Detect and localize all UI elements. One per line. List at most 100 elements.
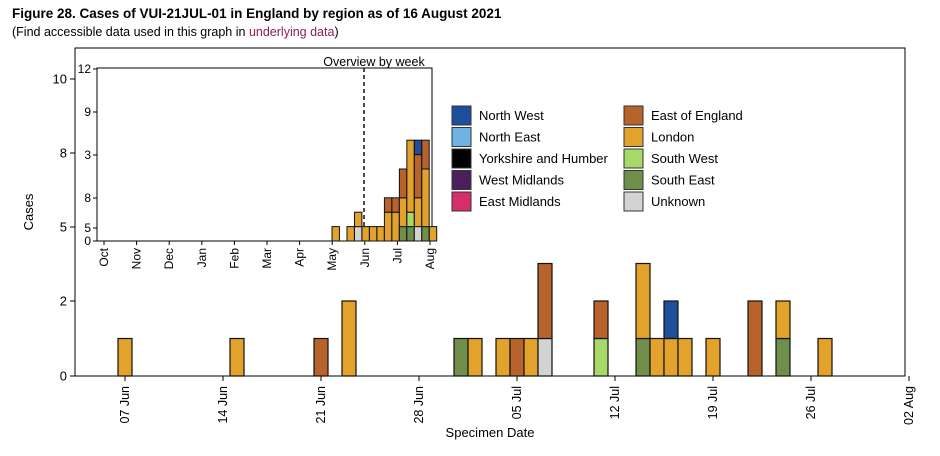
inset-bar-segment-london (406, 139, 415, 213)
bar-segment-london (495, 337, 511, 377)
bar-segment-london (663, 337, 679, 377)
y-tick-label: 0 (60, 369, 67, 384)
y-tick-label: 8 (60, 146, 67, 161)
bar-segment-london (775, 300, 791, 340)
bar-segment-east-of-england (593, 300, 609, 340)
inset-x-tick-label: Aug (423, 248, 437, 269)
legend-label-north-east: North East (479, 130, 541, 145)
x-tick-label: 28 Jun (412, 386, 426, 424)
x-tick-label: 26 Jul (804, 386, 818, 419)
bar-segment-east-of-england (509, 337, 525, 377)
inset-bar-segment-london (428, 226, 438, 242)
legend-swatch-north-west (451, 105, 472, 126)
inset-y-tick-label: 12 (78, 62, 92, 76)
legend-label-north-west: North West (479, 108, 544, 123)
legend-label-east-of-england: East of England (651, 108, 743, 123)
bar-segment-south-west (593, 337, 609, 377)
inset-bar-segment-south-west (406, 211, 415, 228)
bar-segment-east-of-england (537, 262, 553, 340)
bar-segment-south-east (775, 337, 791, 377)
inset-title: Overview by week (323, 55, 425, 69)
inset-bar-segment-london (346, 226, 355, 242)
legend-swatch-north-east (451, 127, 472, 147)
inset-bar-segment-london (391, 211, 400, 242)
legend-swatch-south-west (623, 148, 644, 169)
legend-swatch-unknown (623, 191, 644, 212)
subtitle-suffix: ) (334, 25, 339, 39)
legend: North West North East Yorkshire and Humber… (451, 105, 743, 212)
inset-y-tick-label: 8 (84, 191, 91, 205)
bar-segment-east-of-england (313, 337, 329, 377)
inset-bar-segment-east-of-england (383, 197, 393, 213)
inset-bar-segment-south-east (398, 226, 408, 242)
x-tick-label: 12 Jul (608, 386, 622, 419)
legend-label-yorkshire-and-humber: Yorkshire and Humber (479, 151, 609, 166)
inset-x-tick-label: Feb (227, 248, 241, 269)
overview-inset: Overview by week 05 8 3 9 12 Oct Nov Dec Jan Feb Ma… (78, 55, 438, 271)
bar-segment-north-west (663, 300, 679, 340)
bar-segment-south-east (635, 337, 651, 377)
inset-bar-segment-london (421, 168, 430, 228)
inset-y-tick-label: 9 (84, 105, 91, 119)
x-tick-label: 02 Aug (902, 386, 916, 425)
legend-label-south-west: South West (651, 151, 718, 166)
underlying-data-link[interactable]: underlying data (248, 25, 335, 39)
inset-bar-segment-london (413, 197, 423, 228)
inset-x-tick-label: Nov (130, 248, 144, 269)
bar-segment-unknown (537, 337, 553, 377)
legend-swatch-east-of-england (623, 105, 644, 126)
inset-x-tick-label: Apr (293, 248, 307, 267)
inset-y-tick-label: 3 (84, 148, 91, 162)
bar-segment-london (523, 337, 539, 377)
bar-segment-south-east (453, 337, 469, 377)
inset-bar-segment-east-of-england (398, 168, 408, 199)
inset-bar-segment-south-east (406, 226, 415, 242)
inset-x-tick-label: May (325, 248, 339, 271)
bar-segment-london (467, 337, 483, 377)
bar-segment-east-of-england (747, 300, 763, 377)
inset-bar-segment-london (368, 226, 378, 242)
y-tick-label: 5 (60, 220, 67, 235)
y-tick-label: 10 (53, 72, 67, 87)
figure-subtitle: (Find accessible data used in this graph… (12, 25, 339, 39)
legend-label-london: London (651, 130, 694, 145)
bar-segment-london (705, 337, 721, 377)
inset-x-tick-label: Jul (390, 248, 404, 263)
inset-bar-segment-east-of-england (421, 139, 430, 170)
legend-swatch-west-midlands (451, 170, 472, 190)
inset-y-tick-label: 5 (84, 221, 91, 235)
inset-bar-segment-north-west (413, 139, 423, 156)
legend-swatch-east-midlands (451, 191, 472, 212)
inset-bar-segment-east-of-england (413, 154, 423, 199)
bar-segment-london (341, 300, 357, 377)
inset-bar-segment-unknown (353, 226, 363, 242)
legend-swatch-london (623, 127, 644, 147)
legend-label-east-midlands: East Midlands (479, 194, 561, 209)
inset-bar-segment-east-of-england (391, 197, 400, 213)
figure-title: Figure 28. Cases of VUI-21JUL-01 in Engl… (12, 6, 502, 21)
bar-segment-london (635, 262, 651, 340)
legend-swatch-yorkshire-and-humber (451, 148, 472, 169)
subtitle-prefix: (Find accessible data used in this graph… (12, 25, 249, 39)
inset-bar-segment-london (331, 226, 340, 242)
x-tick-label: 19 Jul (706, 386, 720, 419)
inset-bar-segment-london (383, 211, 393, 242)
legend-swatch-south-east (623, 170, 644, 190)
inset-plot-frame (96, 67, 433, 242)
y-axis-label: Cases (21, 193, 36, 230)
x-tick-label: 05 Jul (510, 386, 524, 419)
x-tick-label: 14 Jun (216, 386, 230, 424)
bar-segment-london (677, 337, 693, 377)
legend-label-west-midlands: West Midlands (479, 173, 565, 188)
inset-bar-segment-london (361, 226, 370, 242)
x-tick-label: 07 Jun (118, 386, 132, 424)
inset-bar-segment-london (353, 211, 363, 228)
inset-x-tick-label: Dec (162, 248, 176, 269)
y-tick-label: 2 (60, 294, 67, 309)
inset-bar-segment-unknown (413, 226, 423, 242)
inset-x-tick-label: Oct (97, 247, 111, 266)
x-tick-label: 21 Jun (314, 386, 328, 424)
inset-bar-segment-london (376, 226, 385, 242)
bar-segment-london (117, 337, 133, 377)
